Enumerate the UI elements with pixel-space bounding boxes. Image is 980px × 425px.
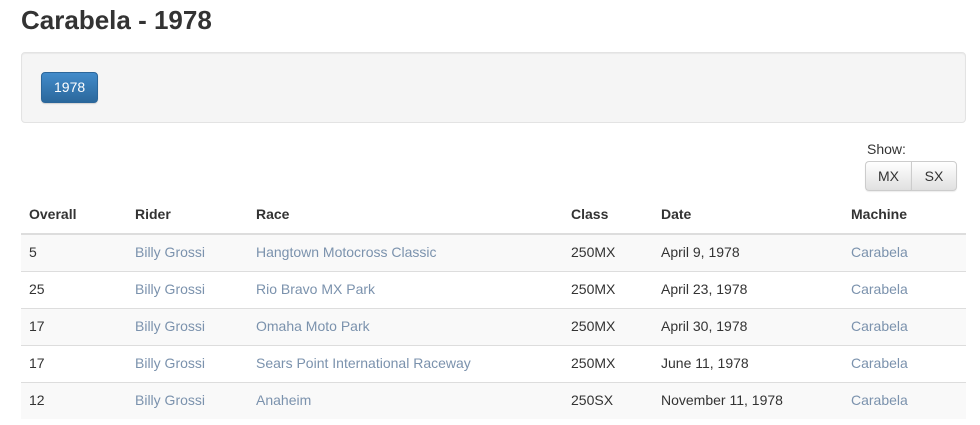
cell-rider: Billy Grossi	[127, 233, 248, 272]
machine-link[interactable]: Carabela	[851, 281, 908, 298]
column-header-race: Race	[248, 197, 563, 236]
cell-class: 250MX	[563, 308, 653, 346]
cell-rider: Billy Grossi	[127, 271, 248, 309]
race-link[interactable]: Sears Point International Raceway	[256, 354, 471, 371]
cell-machine: Carabela	[843, 381, 966, 419]
cell-machine: Carabela	[843, 271, 966, 309]
cell-rider: Billy Grossi	[127, 381, 248, 419]
cell-race: Sears Point International Raceway	[248, 344, 563, 383]
cell-date: April 30, 1978	[653, 308, 843, 346]
table-row: 25 Billy Grossi Rio Bravo MX Park 250MX Apri…	[21, 271, 966, 309]
race-link[interactable]: Anaheim	[256, 391, 312, 408]
year-filter-panel: 1978	[21, 51, 966, 123]
show-mx-button[interactable]: MX	[865, 160, 911, 192]
machine-link[interactable]: Carabela	[851, 391, 908, 408]
show-area: Show: MX SX	[21, 141, 957, 198]
cell-date: November 11, 1978	[653, 381, 843, 419]
table-row: 12 Billy Grossi Anaheim 250SX November 11, 1…	[21, 381, 966, 419]
cell-class: 250MX	[563, 271, 653, 309]
table-row: 17 Billy Grossi Sears Point International …	[21, 344, 966, 383]
column-header-machine: Machine	[843, 197, 966, 236]
cell-overall: 17	[21, 344, 127, 383]
cell-overall: 17	[21, 308, 127, 346]
cell-rider: Billy Grossi	[127, 308, 248, 346]
cell-overall: 25	[21, 271, 127, 309]
column-header-date: Date	[653, 197, 843, 236]
cell-race: Omaha Moto Park	[248, 308, 563, 346]
cell-date: June 11, 1978	[653, 344, 843, 383]
show-block: Show: MX SX	[865, 141, 957, 192]
cell-machine: Carabela	[843, 344, 966, 383]
rider-link[interactable]: Billy Grossi	[135, 318, 206, 335]
show-sx-button[interactable]: SX	[911, 160, 957, 192]
column-header-class: Class	[563, 197, 653, 236]
cell-class: 250MX	[563, 344, 653, 383]
cell-overall: 12	[21, 381, 127, 419]
page-container: Carabela - 1978 1978 Show: MX SX Overall…	[21, 5, 966, 419]
cell-race: Hangtown Motocross Classic	[248, 233, 563, 272]
rider-link[interactable]: Billy Grossi	[135, 281, 206, 298]
cell-machine: Carabela	[843, 233, 966, 272]
page-title: Carabela - 1978	[21, 5, 212, 35]
cell-date: April 9, 1978	[653, 233, 843, 272]
cell-class: 250SX	[563, 381, 653, 419]
machine-link[interactable]: Carabela	[851, 354, 908, 371]
year-1978-button[interactable]: 1978	[41, 71, 99, 103]
class-toggle-group: MX SX	[865, 160, 957, 192]
rider-link[interactable]: Billy Grossi	[135, 391, 206, 408]
column-header-rider: Rider	[127, 197, 248, 236]
race-link[interactable]: Hangtown Motocross Classic	[256, 244, 437, 261]
cell-race: Rio Bravo MX Park	[248, 271, 563, 309]
race-link[interactable]: Omaha Moto Park	[256, 318, 370, 335]
cell-overall: 5	[21, 233, 127, 272]
rider-link[interactable]: Billy Grossi	[135, 244, 206, 261]
table-row: 5 Billy Grossi Hangtown Motocross Classic 2…	[21, 233, 966, 272]
race-link[interactable]: Rio Bravo MX Park	[256, 281, 376, 298]
results-table-body: 5 Billy Grossi Hangtown Motocross Classic 2…	[21, 233, 966, 419]
results-table-header: Overall Rider Race Class Date Machine	[21, 197, 966, 236]
table-row: 17 Billy Grossi Omaha Moto Park 250MX April …	[21, 308, 966, 346]
cell-rider: Billy Grossi	[127, 344, 248, 383]
machine-link[interactable]: Carabela	[851, 318, 908, 335]
cell-date: April 23, 1978	[653, 271, 843, 309]
column-header-overall: Overall	[21, 197, 127, 236]
cell-machine: Carabela	[843, 308, 966, 346]
show-label: Show:	[867, 140, 906, 157]
machine-link[interactable]: Carabela	[851, 244, 908, 261]
rider-link[interactable]: Billy Grossi	[135, 354, 206, 371]
cell-race: Anaheim	[248, 381, 563, 419]
cell-class: 250MX	[563, 233, 653, 272]
